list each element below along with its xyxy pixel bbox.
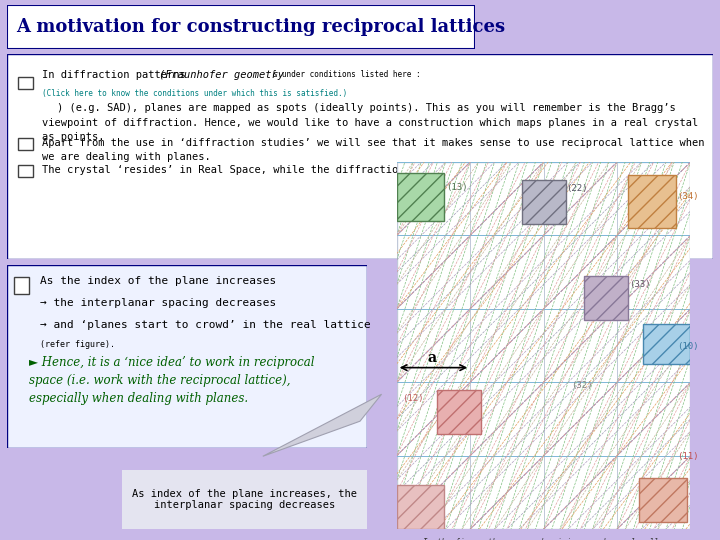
Polygon shape xyxy=(263,394,382,456)
Text: ) (e.g. SAD), planes are mapped as spots (ideally points). This as you will reme: ) (e.g. SAD), planes are mapped as spots… xyxy=(57,103,675,113)
Text: → and ‘planes start to crowd’ in the real lattice: → and ‘planes start to crowd’ in the rea… xyxy=(40,320,370,330)
Bar xyxy=(639,478,687,522)
Text: (32): (32) xyxy=(572,381,593,390)
Bar xyxy=(584,276,628,320)
Bar xyxy=(397,173,444,221)
FancyBboxPatch shape xyxy=(110,467,379,532)
Bar xyxy=(18,138,33,151)
Text: ► Hence, it is a ‘nice idea’ to work in reciprocal
space (i.e. work with the rec: ► Hence, it is a ‘nice idea’ to work in … xyxy=(29,356,315,406)
Bar xyxy=(14,278,29,294)
Text: (13): (13) xyxy=(446,183,467,192)
Text: The crystal ‘resides’ in Real Space, while the diffraction pattern ‘lives’ in Re: The crystal ‘resides’ in Real Space, whi… xyxy=(42,165,636,175)
Text: (12): (12) xyxy=(402,394,424,403)
FancyBboxPatch shape xyxy=(7,265,367,448)
Text: (Fraunhofer geometry: (Fraunhofer geometry xyxy=(159,70,284,80)
Bar xyxy=(643,323,690,364)
FancyBboxPatch shape xyxy=(7,54,713,259)
Text: As index of the plane increases, the
interplanar spacing decreases: As index of the plane increases, the int… xyxy=(132,489,357,510)
Text: (34): (34) xyxy=(678,192,699,201)
Text: (33): (33) xyxy=(629,280,650,289)
Bar xyxy=(521,180,566,225)
Text: viewpoint of diffraction. Hence, we would like to have a construction which maps: viewpoint of diffraction. Hence, we woul… xyxy=(42,118,698,127)
Text: & under conditions listed here :: & under conditions listed here : xyxy=(269,70,421,79)
Text: In diffraction patterns: In diffraction patterns xyxy=(42,70,192,80)
Text: (10): (10) xyxy=(678,342,699,352)
Bar xyxy=(437,390,481,434)
Bar xyxy=(628,175,676,228)
Text: (11): (11) xyxy=(678,453,699,462)
Text: (22): (22) xyxy=(567,184,588,193)
Text: As the index of the plane increases: As the index of the plane increases xyxy=(40,275,276,286)
Text: Apart from the use in ‘diffraction studies’ we will see that it makes sense to u: Apart from the use in ‘diffraction studi… xyxy=(42,138,705,148)
Text: → the interplanar spacing decreases: → the interplanar spacing decreases xyxy=(40,298,276,308)
Text: (refer figure).: (refer figure). xyxy=(40,340,114,349)
Text: a: a xyxy=(428,351,437,364)
Bar xyxy=(397,485,444,529)
Bar xyxy=(18,165,33,177)
Bar xyxy=(18,77,33,89)
FancyBboxPatch shape xyxy=(7,5,475,49)
Text: as points.: as points. xyxy=(42,132,105,142)
Text: A motivation for constructing reciprocal lattices: A motivation for constructing reciprocal… xyxy=(17,18,505,36)
Text: we are dealing with planes.: we are dealing with planes. xyxy=(42,152,211,163)
Text: In the figure the axes and origin are chosen locally: In the figure the axes and origin are ch… xyxy=(423,538,664,540)
Text: (Click here to know the conditions under which this is satisfied.): (Click here to know the conditions under… xyxy=(42,89,348,98)
